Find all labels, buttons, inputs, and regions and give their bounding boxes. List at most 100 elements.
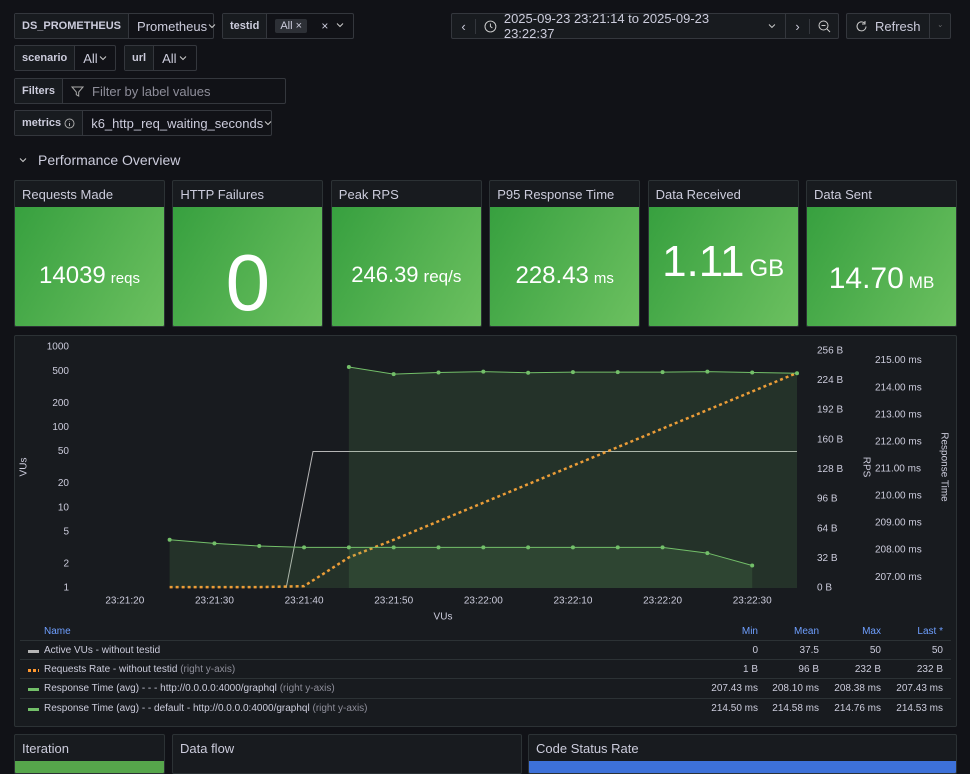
legend-value: 232 B (916, 664, 943, 676)
label: Filters (15, 79, 64, 103)
y-tick-label: 215.00 ms (875, 355, 922, 366)
point (615, 370, 620, 375)
legend-header: Name (44, 626, 71, 637)
legend-entry[interactable]: Requests Rate - without testid (right y-… (44, 664, 235, 675)
panel-title: Iteration (22, 741, 69, 756)
legend-value: 1 B (742, 664, 758, 676)
stat-value: 0 (225, 238, 271, 327)
legend-swatch (28, 688, 39, 692)
section-title: Performance Overview (38, 152, 181, 168)
variable[interactable]: metrics k6_http_req_waiting_seconds (14, 110, 272, 136)
y-tick-label: 213.00 ms (875, 409, 922, 420)
stat-value: 246.39 (351, 262, 419, 287)
point (212, 541, 217, 546)
x-tick-label: 23:21:20 (105, 596, 144, 607)
legend-entry[interactable]: Response Time (avg) - - default - http:/… (44, 703, 368, 714)
prev-button[interactable]: ‹ (452, 18, 476, 34)
value: All (280, 20, 293, 32)
stat-body: 228.43 ms (490, 207, 640, 326)
panel: Iteration (14, 734, 165, 774)
time-picker: ‹ 2025-09-23 23:21:14 to 2025-09-23 23:2… (451, 11, 839, 41)
y-tick-label: 100 (52, 422, 69, 433)
stat-title: Peak RPS (338, 187, 399, 202)
line (285, 451, 797, 589)
placeholder: Filter by label values (92, 83, 211, 99)
legend-entry[interactable]: Response Time (avg) - - - http://0.0.0.0… (44, 683, 335, 694)
time-range[interactable]: 2025-09-23 23:21:14 to 2025-09-23 23:22:… (476, 11, 786, 41)
stat-unit: GB (749, 255, 785, 282)
legend-header: Last * (917, 626, 943, 637)
refresh-icon (856, 20, 867, 31)
variable[interactable]: url All (124, 45, 197, 71)
stat-value: 228.43 (515, 262, 589, 289)
variable[interactable]: testid All × × (222, 13, 354, 39)
point (526, 545, 531, 550)
chevron (938, 25, 942, 27)
legend-entry[interactable]: Active VUs - without testid (44, 645, 160, 656)
legend-value: 214.76 ms (834, 702, 881, 714)
legend-swatch (28, 669, 39, 673)
label-text: metrics (22, 117, 62, 129)
legend-value: 0 (752, 645, 758, 656)
point (705, 369, 710, 374)
stat-value: 14039 (39, 262, 106, 289)
y-tick-label: 192 B (817, 405, 843, 416)
chevron (179, 56, 187, 61)
y-tick-label: 256 B (817, 345, 843, 356)
stat-panel: HTTP Failures 0 (172, 180, 324, 327)
value: All (83, 50, 98, 66)
point (570, 545, 575, 550)
y-tick-label: 160 B (817, 434, 843, 445)
y-tick-label: 32 B (817, 553, 838, 564)
stat-body: 14.70 MB (807, 207, 956, 326)
y-tick-label: 0 B (817, 583, 832, 594)
point (436, 370, 441, 375)
timeseries-panel (14, 335, 957, 727)
y-tick-label: 10 (58, 502, 70, 513)
point (526, 370, 531, 375)
legend-swatch (28, 650, 39, 653)
y-tick-label: 208.00 ms (875, 545, 922, 556)
stat-title: Requests Made (22, 187, 114, 202)
legend-swatch (28, 707, 39, 711)
label: scenario (15, 46, 76, 70)
filters[interactable]: Filters Filter by label values (14, 78, 286, 104)
variable[interactable]: DS_PROMETHEUS Prometheus (14, 13, 216, 39)
y-tick-label: 96 B (817, 494, 838, 505)
point (660, 545, 665, 550)
row-divider (20, 640, 951, 641)
point (481, 369, 486, 374)
stat-body: 246.39 req/s (331, 207, 481, 326)
panel-title: Data flow (180, 741, 235, 756)
chevron (99, 56, 107, 61)
y-tick-label: 2 (63, 558, 69, 569)
point (391, 545, 396, 550)
legend-name: Response Time (avg) - - default - http:/… (44, 702, 310, 714)
legend-note: (right y-axis) (279, 683, 335, 695)
stat-value: 14.70 (828, 262, 904, 295)
value: Prometheus (137, 18, 208, 34)
legend-header: Min (741, 626, 758, 637)
clock-icon (484, 20, 497, 32)
x-axis-label: VUs (434, 612, 453, 623)
next-button[interactable]: › (786, 18, 810, 34)
stat-unit: ms (593, 270, 614, 287)
y-tick-label: 212.00 ms (875, 436, 922, 447)
stat-title: Data Received (655, 187, 741, 202)
label: url (125, 46, 155, 70)
legend-value: 208.38 ms (834, 683, 881, 695)
stat-panel: Data Sent 14.70 MB (806, 180, 957, 327)
chevron (264, 121, 272, 126)
zoom-button[interactable] (810, 20, 838, 33)
stat-title: Data Sent (814, 187, 872, 202)
refresh-button[interactable]: Refresh (846, 13, 951, 39)
legend-value: 207.43 ms (711, 683, 758, 695)
line (169, 539, 753, 567)
variable[interactable]: scenario All (14, 45, 116, 71)
legend-header: Max (862, 626, 881, 637)
row-divider (20, 678, 951, 680)
y-tick-label: 500 (52, 366, 69, 377)
stat-body: 0 (173, 207, 323, 327)
section-header[interactable]: Performance Overview (18, 152, 180, 168)
